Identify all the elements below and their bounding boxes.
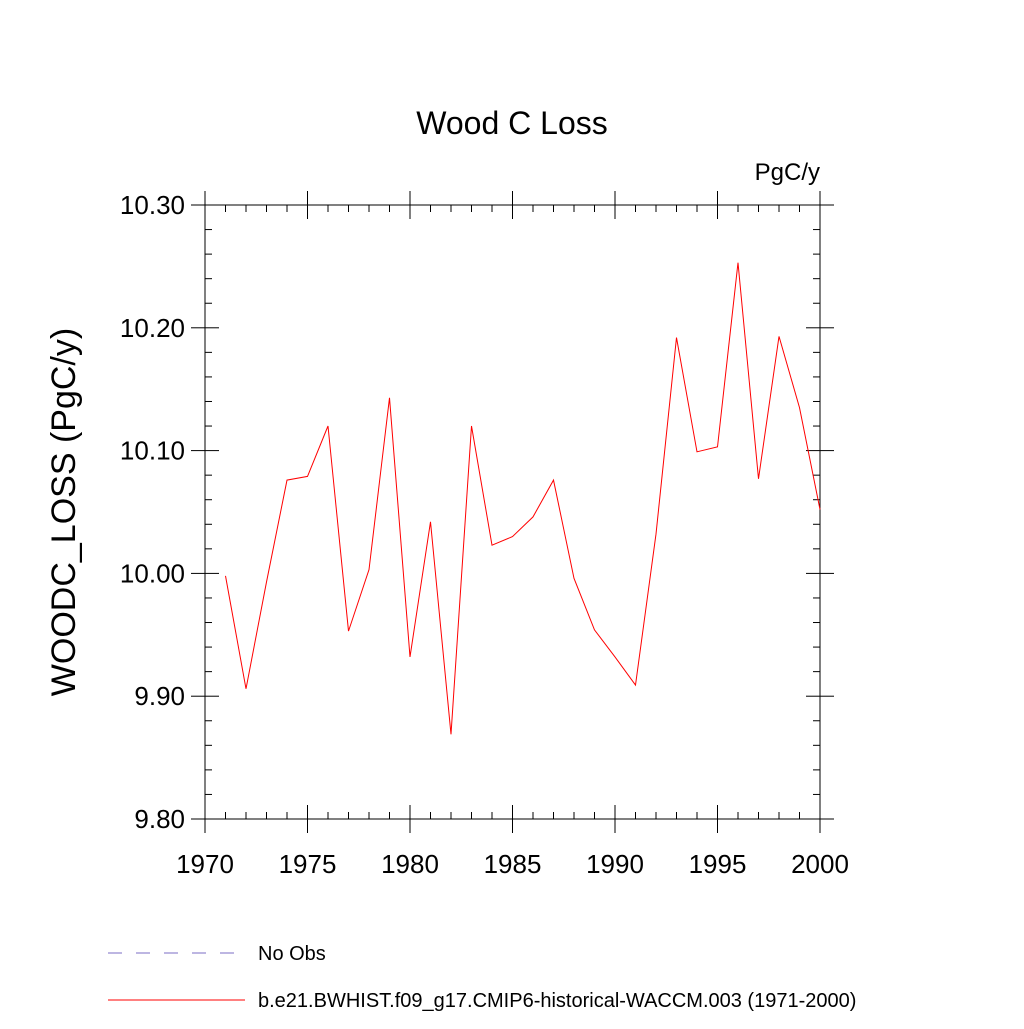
axes [204,204,821,820]
tick-marks: 1970 1975 1980 1985 1990 1995 2000 9.80 9.90 10.0… [120,190,849,879]
plot-frame [204,204,821,820]
x-tick-label: 1985 [484,849,542,879]
x-tick-label: 1980 [381,849,439,879]
y-tick-label: 10.00 [120,558,185,588]
y-tick-label: 9.80 [134,804,185,834]
series-line-0 [225,262,821,735]
units-label: PgC/y [755,159,820,186]
legend-label-model: b.e21.BWHIST.f09_g17.CMIP6-historical-WA… [258,990,856,1012]
x-tick-label: 2000 [791,849,849,879]
chart-title: Wood C Loss [416,105,608,141]
legend-label-no-obs: No Obs [258,943,326,965]
y-axis-label: WOODC_LOSS (PgC/y) [45,328,83,696]
x-tick-label: 1975 [279,849,337,879]
y-tick-label: 10.30 [120,190,185,220]
x-tick-label: 1995 [689,849,747,879]
series-layer [225,262,821,735]
y-tick-label: 10.10 [120,436,185,466]
x-tick-label: 1970 [176,849,234,879]
y-tick-label: 9.90 [134,681,185,711]
x-tick-label: 1990 [586,849,644,879]
y-tick-label: 10.20 [120,313,185,343]
